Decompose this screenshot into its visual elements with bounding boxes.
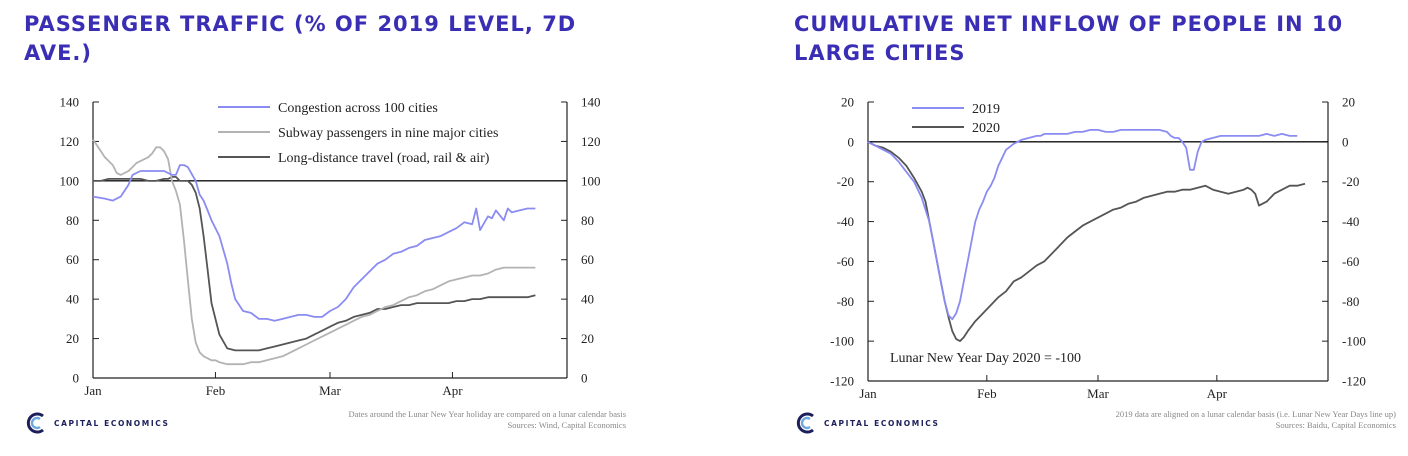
y-tick-label-right: 20 (1342, 95, 1355, 110)
brand-name: CAPITAL ECONOMICS (824, 418, 940, 428)
x-tick-label: Jan (859, 386, 877, 401)
y-tick-label-left: -80 (837, 294, 854, 309)
y-tick-label-left: 0 (73, 371, 80, 386)
x-tick-label: Apr (1207, 386, 1228, 401)
passenger-traffic-chart: 0 0 20 20 40 40 60 60 80 80 100 100 120 120 140 140 Jan F… (60, 95, 601, 399)
footnote-line: 2019 data are aligned on a lunar calenda… (1115, 409, 1396, 419)
brand-name: CAPITAL ECONOMICS (54, 418, 170, 428)
y-tick-label-left: -120 (830, 374, 854, 389)
y-tick-label-right: 20 (581, 331, 594, 346)
x-tick-label: Jan (84, 383, 102, 398)
y-tick-label-right: 100 (581, 173, 601, 188)
y-tick-label-left: 20 (66, 331, 79, 346)
footnote-sources: Sources: Wind, Capital Economics (507, 420, 626, 430)
x-tick-label: Apr (442, 383, 463, 398)
legend-label: Subway passengers in nine major cities (278, 126, 498, 141)
y-tick-label-left: 20 (841, 95, 854, 110)
y-tick-label-right: -120 (1342, 374, 1366, 389)
x-tick-label: Feb (977, 386, 997, 401)
y-tick-label-left: 40 (66, 292, 79, 307)
net-inflow-panel: CUMULATIVE NET INFLOW OF PEOPLE IN 10 LA… (790, 0, 1408, 456)
y-tick-label-right: -100 (1342, 334, 1366, 349)
y-tick-label-left: 60 (66, 252, 79, 267)
y-tick-label-right: -20 (1342, 174, 1359, 189)
chart-title: PASSENGER TRAFFIC (% OF 2019 LEVEL, 7D A… (24, 12, 577, 65)
y-tick-label-left: 120 (60, 134, 80, 149)
y-tick-label-left: -60 (837, 254, 854, 269)
y-tick-label-right: 80 (581, 213, 594, 228)
y-tick-label-right: 120 (581, 134, 601, 149)
y-tick-label-right: 140 (581, 95, 601, 110)
y-tick-label-left: 140 (60, 95, 80, 110)
y-tick-label-left: -40 (837, 214, 854, 229)
legend-label: Long-distance travel (road, rail & air) (278, 151, 490, 166)
footnote-sources: Sources: Baidu, Capital Economics (1275, 420, 1396, 430)
capital-economics-logo-icon (26, 412, 44, 434)
x-tick-label: Mar (319, 383, 341, 398)
y-tick-label-right: 40 (581, 292, 594, 307)
series-line-congestion-across-100-cities (92, 164, 536, 322)
footnote: 2019 data are aligned on a lunar calenda… (940, 409, 1396, 431)
series-line-subway-passengers-in-nine-major-cities (92, 138, 536, 366)
series-line-long-distance-travel-road-rail-air- (93, 175, 536, 352)
chart-annotation: Lunar New Year Day 2020 = -100 (890, 351, 1081, 366)
y-tick-label-right: -60 (1342, 254, 1359, 269)
brand-logo: CAPITAL ECONOMICS (796, 412, 939, 434)
footnote-line: Dates around the Lunar New Year holiday … (348, 409, 626, 419)
y-tick-label-right: -40 (1342, 214, 1359, 229)
y-tick-label-right: 0 (1342, 134, 1349, 149)
y-tick-label-left: 0 (848, 134, 855, 149)
y-tick-label-left: -100 (830, 334, 854, 349)
legend-label: 2019 (972, 102, 1000, 117)
chart-title: CUMULATIVE NET INFLOW OF PEOPLE IN 10 LA… (794, 12, 1344, 65)
x-tick-label: Mar (1087, 386, 1109, 401)
y-tick-label-right: 60 (581, 252, 594, 267)
passenger-traffic-panel: PASSENGER TRAFFIC (% OF 2019 LEVEL, 7D A… (20, 0, 660, 456)
capital-economics-logo-icon (796, 412, 814, 434)
x-tick-label: Feb (206, 383, 226, 398)
y-tick-label-left: 80 (66, 213, 79, 228)
y-tick-label-left: 100 (60, 173, 80, 188)
brand-logo: CAPITAL ECONOMICS (26, 412, 169, 434)
y-tick-label-right: 0 (581, 371, 588, 386)
series-line-2019 (867, 128, 1298, 321)
legend-label: Congestion across 100 cities (278, 101, 438, 116)
footnote: Dates around the Lunar New Year holiday … (170, 409, 626, 431)
y-tick-label-left: -20 (837, 174, 854, 189)
net-inflow-chart: 20 200 0-20 -20-40 -40-60 -60-80 -80-100 -100-1… (830, 95, 1366, 402)
legend-label: 2020 (972, 121, 1000, 136)
y-tick-label-right: -80 (1342, 294, 1359, 309)
